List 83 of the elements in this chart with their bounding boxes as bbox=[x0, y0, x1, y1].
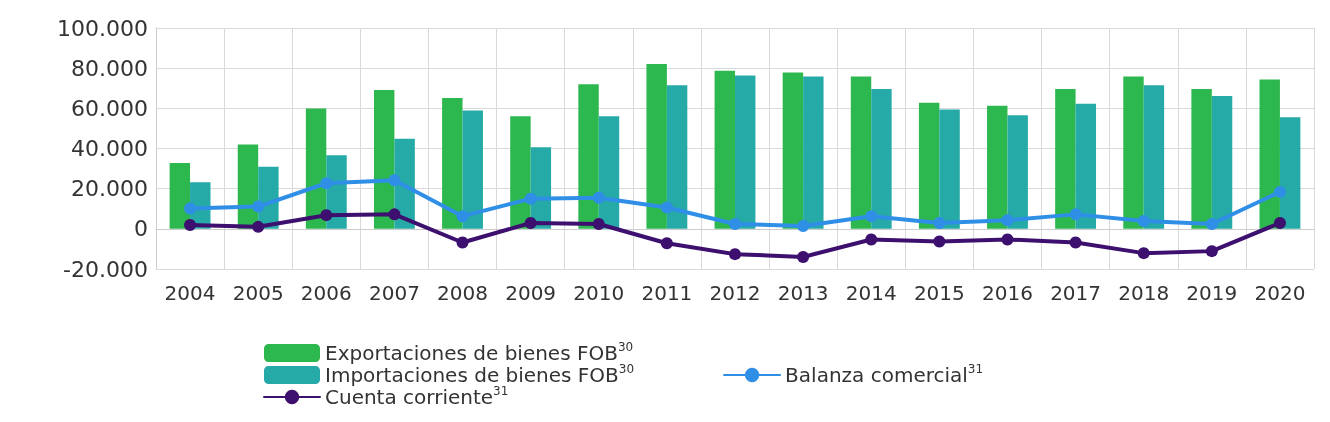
point bbox=[660, 201, 673, 214]
x-tick-label: 2005 bbox=[232, 281, 284, 305]
point bbox=[524, 192, 537, 205]
bar bbox=[1259, 79, 1280, 229]
y-tick-label: 0 bbox=[134, 216, 148, 242]
point bbox=[184, 219, 197, 232]
x-tick-label: 2009 bbox=[505, 281, 557, 305]
x-tick-label: 2004 bbox=[164, 281, 216, 305]
point bbox=[456, 236, 469, 249]
y-tick-label: 100.000 bbox=[57, 15, 148, 41]
point bbox=[729, 218, 741, 231]
bar bbox=[1007, 115, 1028, 229]
bar bbox=[1211, 95, 1233, 229]
bar bbox=[714, 70, 735, 229]
point bbox=[320, 209, 333, 222]
bar bbox=[1123, 76, 1144, 229]
y-tick-label: -20.000 bbox=[63, 256, 148, 282]
y-tick-label: 80.000 bbox=[71, 55, 148, 81]
point bbox=[456, 210, 469, 223]
point bbox=[388, 208, 401, 221]
bar bbox=[1055, 89, 1076, 229]
bar bbox=[1075, 103, 1097, 229]
y-tick-label: 60.000 bbox=[71, 95, 148, 121]
bar bbox=[666, 85, 688, 229]
bar bbox=[850, 76, 872, 229]
bar bbox=[578, 84, 599, 229]
x-tick-label: 2006 bbox=[300, 281, 352, 305]
x-tick-label: 2013 bbox=[777, 281, 829, 305]
point bbox=[1001, 233, 1014, 246]
bar bbox=[1279, 117, 1301, 229]
bar bbox=[373, 90, 395, 229]
bar bbox=[646, 63, 667, 229]
y-tick-label: 40.000 bbox=[71, 136, 148, 161]
x-tick-label: 2012 bbox=[709, 281, 761, 305]
x-tick-label: 2020 bbox=[1254, 281, 1306, 305]
bar bbox=[1191, 89, 1212, 229]
x-tick-label: 2019 bbox=[1186, 281, 1238, 305]
bar bbox=[939, 109, 960, 229]
x-tick-label: 2017 bbox=[1050, 281, 1102, 305]
point bbox=[660, 237, 673, 250]
point bbox=[865, 210, 878, 223]
x-tick-label: 2007 bbox=[368, 281, 420, 305]
x-tick-label: 2015 bbox=[913, 281, 965, 305]
x-tick-label: 2011 bbox=[641, 281, 693, 305]
x-tick-label: 2008 bbox=[437, 281, 488, 305]
bar bbox=[987, 105, 1008, 229]
point bbox=[1273, 217, 1286, 230]
point bbox=[933, 235, 946, 248]
bar bbox=[442, 97, 463, 229]
point bbox=[933, 217, 946, 230]
point bbox=[1069, 236, 1082, 249]
point bbox=[388, 174, 401, 187]
point bbox=[729, 248, 741, 261]
point bbox=[1205, 218, 1218, 231]
point bbox=[1273, 185, 1286, 198]
bar bbox=[1143, 85, 1165, 229]
point bbox=[865, 233, 878, 246]
point bbox=[1069, 208, 1082, 221]
point bbox=[252, 200, 265, 213]
point bbox=[320, 177, 333, 190]
y-tick-label: 20.000 bbox=[71, 176, 148, 202]
x-tick-label: 2010 bbox=[573, 281, 625, 305]
point bbox=[1001, 214, 1014, 227]
bar bbox=[462, 110, 483, 229]
point bbox=[797, 250, 810, 263]
point bbox=[592, 218, 605, 231]
x-tick-label: 2014 bbox=[845, 281, 897, 305]
point bbox=[797, 220, 810, 233]
point bbox=[1137, 215, 1150, 227]
bar bbox=[169, 162, 191, 229]
x-tick-label: 2016 bbox=[982, 281, 1033, 305]
point bbox=[252, 220, 265, 233]
bar bbox=[782, 72, 804, 229]
bar bbox=[803, 76, 824, 229]
bar bbox=[918, 102, 940, 229]
point bbox=[524, 217, 537, 230]
bar bbox=[735, 75, 756, 229]
point bbox=[1205, 245, 1218, 258]
bar bbox=[871, 89, 892, 229]
point bbox=[1137, 247, 1150, 260]
point bbox=[592, 191, 605, 204]
x-tick-label: 2018 bbox=[1118, 281, 1170, 305]
point bbox=[184, 202, 197, 215]
